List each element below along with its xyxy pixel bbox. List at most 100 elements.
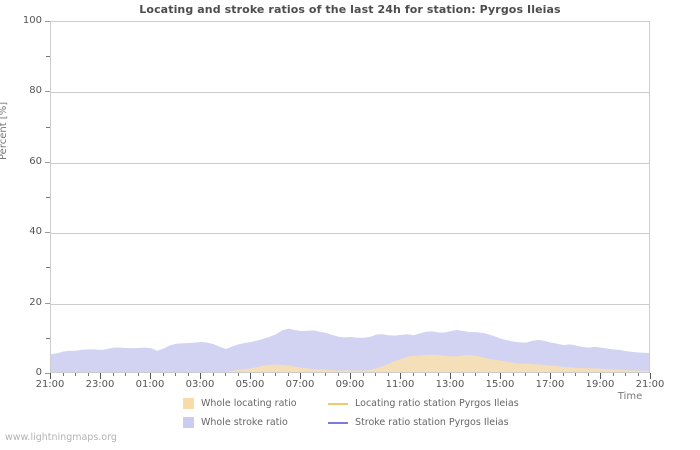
y-tick-major [45,373,50,374]
x-tick-major [300,373,301,379]
x-tick-label: 23:00 [85,379,115,390]
x-tick-label: 03:00 [185,379,215,390]
x-tick-minor [375,373,376,376]
x-tick-minor [87,373,89,376]
x-tick-major [150,373,151,379]
x-tick-minor [312,373,314,376]
x-tick-major [250,373,251,379]
x-tick-label: 13:00 [435,379,465,390]
series-layer [51,328,649,372]
y-tick-label: 40 [29,226,42,238]
y-tick-label: 60 [29,155,42,167]
legend-label: Whole locating ratio [201,398,297,409]
x-tick-label: 09:00 [335,379,365,390]
x-tick-major [550,373,551,379]
x-tick-minor [262,373,264,376]
y-tick-minor [46,126,50,128]
x-tick-minor [287,373,289,376]
x-tick-minor [437,373,439,376]
x-tick-major [100,373,101,379]
y-tick-major [45,91,50,93]
gridline [51,92,649,94]
legend-item[interactable]: Whole stroke ratio [183,417,328,428]
x-tick-minor [62,373,64,376]
x-tick-label: 15:00 [485,379,515,390]
x-tick-label: 21:00 [35,379,65,390]
y-tick-major [45,232,50,234]
x-tick-minor [562,373,564,376]
x-tick-minor [125,373,126,376]
x-tick-minor [162,373,164,376]
x-tick-minor [525,373,526,376]
x-axis-title: Time [617,391,643,402]
legend-swatch-box-icon [183,398,194,409]
y-tick-minor [46,337,50,339]
x-tick-minor [112,373,114,376]
x-tick-major [650,373,651,379]
x-tick-minor [512,373,514,376]
x-tick-minor [487,373,489,376]
y-tick-label: 80 [29,85,42,97]
gridline [51,162,649,164]
area-series [86,354,649,372]
legend-item[interactable]: Locating ratio station Pyrgos Ileias [328,398,588,409]
legend-swatch-box-icon [183,417,194,428]
x-tick-minor [325,373,326,376]
x-tick-minor [75,373,76,376]
y-tick-label: 100 [22,15,42,26]
x-tick-major [350,373,351,379]
gridline [51,303,649,305]
x-tick-major [500,373,501,379]
plot-area [50,21,650,373]
gridline [51,233,649,235]
x-tick-major [400,373,401,379]
x-tick-minor [387,373,389,376]
chart-title: Locating and stroke ratios of the last 2… [139,3,561,16]
y-tick-minor [46,56,50,58]
x-tick-minor [275,373,276,376]
x-tick-label: 07:00 [285,379,315,390]
legend-swatch-line-icon [328,421,348,424]
x-tick-minor [187,373,189,376]
x-tick-major [450,373,451,379]
legend-label: Locating ratio station Pyrgos Ileias [355,398,519,409]
x-tick-minor [575,373,576,376]
x-tick-label: 05:00 [235,379,265,390]
y-tick-major [45,21,50,22]
y-tick-major [45,302,50,304]
x-tick-minor [637,373,639,376]
x-tick-minor [237,373,239,376]
x-tick-label: 17:00 [535,379,565,390]
x-tick-minor [462,373,464,376]
x-tick-major [50,373,51,379]
x-tick-label: 21:00 [635,379,665,390]
x-tick-major [600,373,601,379]
x-tick-minor [175,373,176,376]
y-tick-minor [46,197,50,198]
legend-item[interactable]: Stroke ratio station Pyrgos Ileias [328,417,588,428]
x-tick-minor [537,373,539,376]
area-series [51,328,649,372]
legend-item[interactable]: Whole locating ratio [183,398,328,409]
watermark: www.lightningmaps.org [5,432,117,443]
x-tick-minor [137,373,139,376]
y-tick-label: 20 [29,296,42,308]
x-tick-major [200,373,201,379]
legend-swatch-line-icon [328,402,348,405]
y-tick-label: 0 [35,367,42,378]
x-tick-minor [425,373,426,376]
x-tick-minor [625,373,626,376]
x-tick-minor [337,373,339,376]
x-tick-minor [212,373,214,376]
x-tick-label: 19:00 [585,379,615,390]
x-tick-minor [412,373,414,376]
y-tick-major [45,161,50,163]
x-tick-minor [587,373,589,376]
x-tick-label: 01:00 [135,379,165,390]
x-tick-label: 11:00 [385,379,415,390]
legend-label: Stroke ratio station Pyrgos Ileias [355,417,509,428]
x-tick-minor [362,373,364,376]
y-tick-minor [46,267,50,269]
legend-label: Whole stroke ratio [201,417,288,428]
